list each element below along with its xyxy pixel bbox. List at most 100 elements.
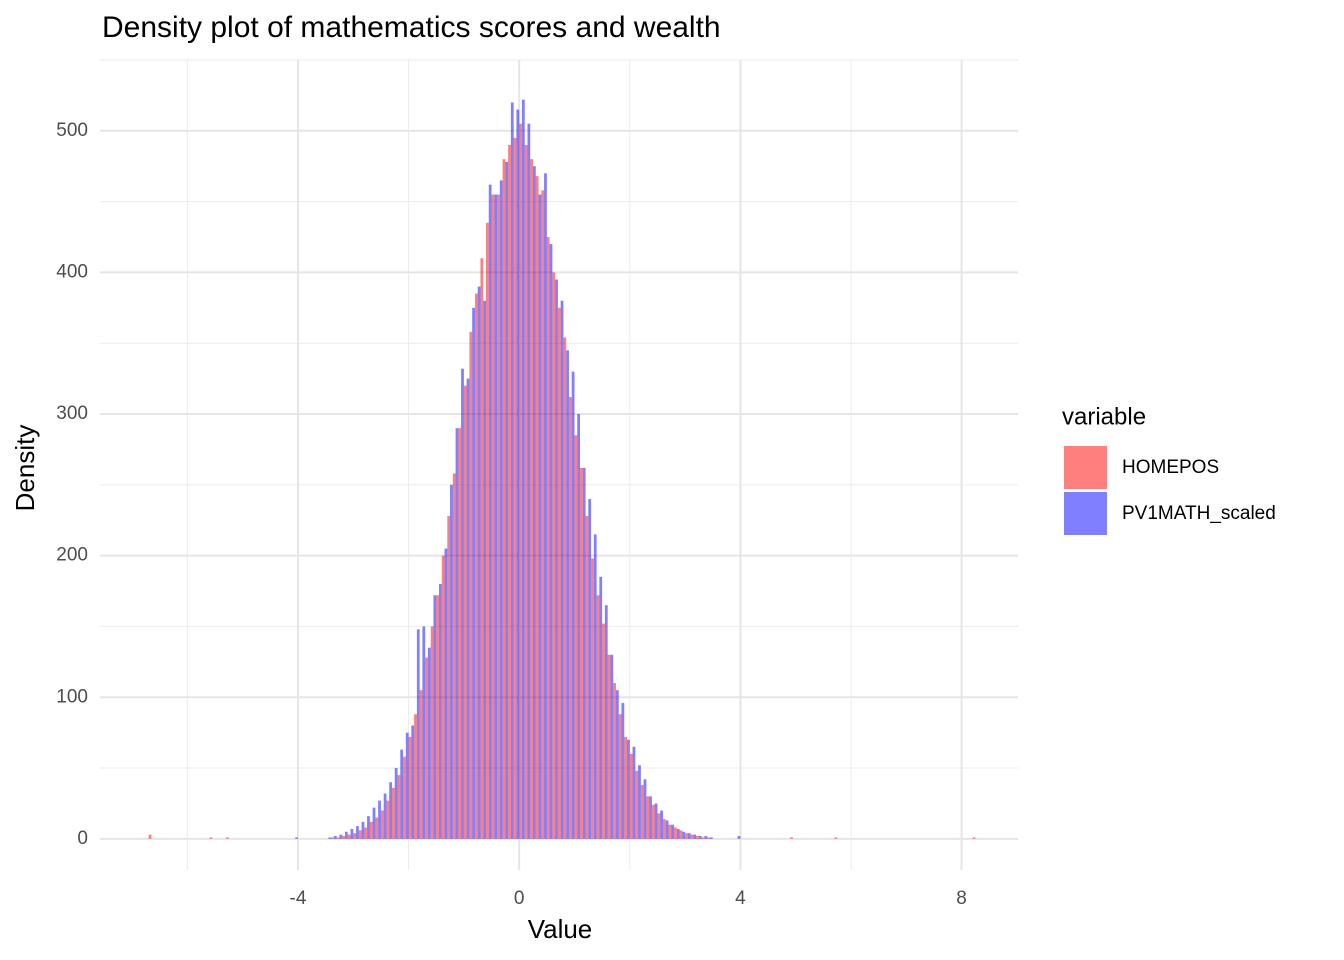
bar: [649, 796, 652, 839]
bar: [593, 534, 597, 839]
bar: [521, 99, 525, 839]
chart-title: Density plot of mathematics scores and w…: [102, 11, 721, 44]
bar: [441, 555, 445, 839]
bar: [651, 804, 655, 839]
bar: [430, 626, 434, 839]
bar: [568, 397, 572, 839]
bar: [347, 834, 351, 839]
bar: [342, 836, 345, 839]
bar: [604, 605, 608, 839]
bar: [469, 331, 473, 839]
bar: [582, 467, 586, 839]
bars: [148, 99, 976, 839]
bar: [632, 746, 636, 839]
bar: [389, 782, 392, 839]
bar: [209, 837, 213, 839]
bar: [350, 828, 354, 839]
y-tick-label: 400: [56, 261, 88, 282]
bar: [148, 834, 152, 839]
bar: [621, 702, 625, 839]
bar: [668, 824, 672, 839]
y-tick-label: 100: [56, 686, 88, 707]
bar: [610, 654, 614, 839]
bar: [361, 821, 365, 839]
bar: [698, 836, 702, 839]
bar: [635, 770, 639, 839]
bar: [555, 279, 558, 839]
x-tick-label: 0: [514, 888, 525, 909]
bar: [627, 739, 630, 839]
bar: [527, 123, 531, 839]
bar: [671, 824, 675, 839]
bar: [486, 222, 489, 839]
bar: [834, 837, 838, 839]
bar: [425, 657, 428, 839]
bar: [444, 548, 448, 839]
bar: [505, 161, 509, 839]
y-tick-label: 300: [56, 403, 88, 424]
bar: [497, 194, 500, 839]
bar: [638, 765, 641, 839]
bar: [696, 836, 699, 839]
bar: [629, 753, 633, 839]
bar: [339, 834, 343, 839]
bar: [662, 819, 666, 839]
bar: [358, 830, 362, 839]
bar: [602, 623, 605, 839]
bar: [226, 837, 229, 839]
bar: [607, 654, 611, 839]
bar: [419, 690, 423, 839]
bar: [397, 775, 401, 839]
bar: [566, 350, 569, 839]
bar: [624, 736, 628, 839]
bar: [613, 683, 616, 839]
bar: [411, 725, 415, 839]
bar: [499, 180, 503, 839]
bar: [665, 820, 669, 839]
bar: [701, 837, 705, 839]
bar: [685, 833, 688, 839]
y-tick-label: 0: [77, 828, 88, 849]
bar: [599, 576, 603, 839]
bar: [328, 837, 332, 839]
bar: [643, 779, 647, 839]
legend-label: HOMEPOS: [1122, 457, 1219, 478]
y-tick-label: 500: [56, 120, 88, 141]
x-tick-label: -4: [290, 888, 307, 909]
bar: [333, 836, 337, 839]
bar: [356, 826, 359, 839]
bar: [508, 144, 511, 839]
bar: [571, 371, 575, 839]
bar: [472, 307, 475, 839]
bar: [552, 272, 556, 839]
bar: [344, 831, 348, 839]
bar: [549, 244, 553, 839]
bar: [687, 833, 691, 839]
bar: [682, 831, 686, 839]
bar: [452, 473, 456, 839]
bar: [510, 102, 514, 839]
bar: [367, 816, 370, 839]
bar: [502, 159, 506, 839]
bar: [447, 515, 451, 839]
bar: [427, 647, 431, 839]
y-axis-label: Density: [10, 425, 40, 512]
bar: [646, 796, 650, 839]
bar: [372, 807, 376, 839]
bar: [494, 194, 498, 839]
bar: [557, 307, 561, 839]
bar: [972, 837, 976, 839]
bar: [615, 690, 619, 839]
legend-key: [1064, 492, 1107, 535]
bar: [336, 837, 340, 839]
bar: [530, 159, 534, 839]
bar: [679, 830, 683, 839]
bar: [676, 828, 680, 839]
bar: [560, 300, 564, 839]
bar: [408, 736, 412, 839]
bar: [394, 768, 398, 839]
bar: [585, 515, 589, 839]
bar: [364, 827, 368, 839]
bar: [538, 194, 542, 839]
bar: [416, 629, 420, 839]
